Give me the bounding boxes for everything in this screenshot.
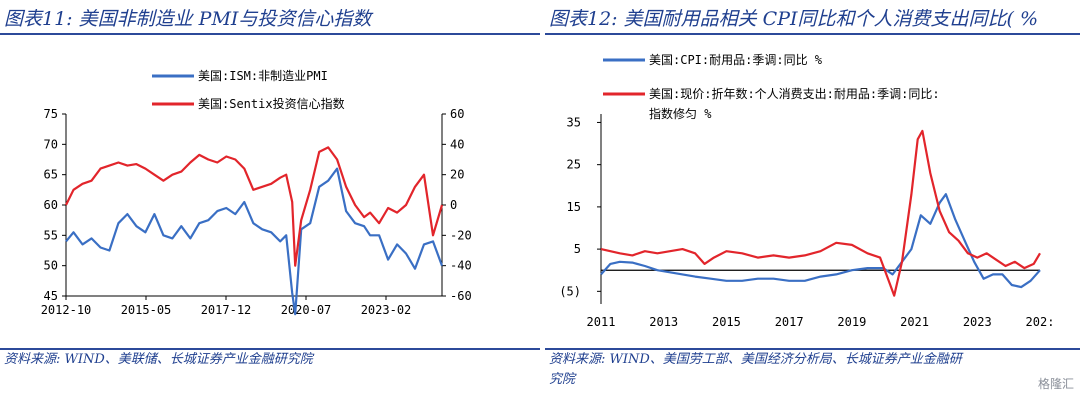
- right-source-line-1: 资料来源: WIND、美国劳工部、美国经济分析局、长城证券产业金融研: [549, 352, 962, 367]
- x-tick-label: 2012-10: [41, 303, 92, 317]
- y-tick-label: 35: [567, 115, 581, 129]
- y-right-tick-label: 20: [450, 168, 464, 182]
- y-right-tick-label: -40: [450, 259, 472, 273]
- x-tick-label: 2023-02: [361, 303, 412, 317]
- y-left-tick-label: 60: [44, 198, 58, 212]
- y-left-tick-label: 70: [44, 137, 58, 151]
- x-tick-label: 202:: [1026, 315, 1055, 329]
- x-tick-label: 2017: [775, 315, 804, 329]
- left-source-rule: [0, 348, 540, 350]
- right-chart-title: 图表12: 美国耐用品相关 CPI同比和个人消费支出同比( %: [549, 8, 1038, 30]
- y-left-tick-label: 45: [44, 289, 58, 303]
- x-tick-label: 2013: [649, 315, 678, 329]
- y-tick-label: 5: [574, 242, 581, 256]
- x-tick-label: 2023: [963, 315, 992, 329]
- right-source-note: 资料来源: WIND、美国劳工部、美国经济分析局、长城证券产业金融研 究院: [549, 350, 962, 390]
- x-tick-label: 2017-12: [201, 303, 252, 317]
- y-left-tick-label: 75: [44, 107, 58, 121]
- left-chart-title: 图表11: 美国非制造业 PMI与投资信心指数: [4, 8, 372, 30]
- y-right-tick-label: 60: [450, 107, 464, 121]
- y-left-tick-label: 55: [44, 228, 58, 242]
- y-tick-label: 15: [567, 200, 581, 214]
- legend-label-2: 美国:Sentix投资信心指数: [198, 96, 345, 111]
- watermark-logo: 格隆汇: [1037, 377, 1074, 391]
- y-right-tick-label: -20: [450, 228, 472, 242]
- x-tick-label: 2011: [587, 315, 616, 329]
- right-title-rule: [545, 33, 1080, 35]
- right-source-line-2: 究院: [549, 372, 576, 387]
- legend-label-2-line-1: 美国:现价:折年数:个人消费支出:耐用品:季调:同比:: [649, 86, 940, 101]
- series-line-2: [600, 129, 1041, 297]
- y-tick-label: (5): [559, 284, 581, 298]
- left-title-rule: [0, 33, 540, 35]
- x-tick-label: 2021: [900, 315, 929, 329]
- series-line-2: [65, 146, 444, 267]
- y-left-tick-label: 65: [44, 168, 58, 182]
- series-line-1: [600, 193, 1041, 289]
- left-chart-panel: 图表11: 美国非制造业 PMI与投资信心指数 45 50 55 60 65 70 75 -6…: [0, 8, 540, 367]
- legend-label-2-line-2: 指数修匀 %: [649, 106, 712, 121]
- legend-label-1: 美国:ISM:非制造业PMI: [198, 69, 328, 83]
- y-tick-label: 25: [567, 158, 581, 172]
- left-source-note: 资料来源: WIND、美联储、长城证券产业金融研究院: [4, 352, 313, 367]
- right-chart: (5) 5 15 25 35 2011 2013 2015 2017 2019 2021 2023 20…: [559, 53, 1055, 329]
- x-tick-label: 2020-07: [281, 303, 332, 317]
- series-line-1: [65, 167, 444, 316]
- y-right-tick-label: 0: [450, 198, 457, 212]
- right-source-rule: [545, 348, 1080, 350]
- x-tick-label: 2015-05: [121, 303, 172, 317]
- y-left-tick-label: 50: [44, 259, 58, 273]
- x-tick-label: 2019: [837, 315, 866, 329]
- y-right-tick-label: -60: [450, 289, 472, 303]
- y-right-tick-label: 40: [450, 137, 464, 151]
- left-chart: 45 50 55 60 65 70 75 -60 -40 -20 0 20 40 60 2012-10 201…: [41, 69, 472, 317]
- x-tick-label: 2015: [712, 315, 741, 329]
- legend-label-1: 美国:CPI:耐用品:季调:同比 %: [649, 53, 823, 67]
- right-chart-panel: 图表12: 美国耐用品相关 CPI同比和个人消费支出同比( % (5) 5 15 25…: [545, 0, 1080, 400]
